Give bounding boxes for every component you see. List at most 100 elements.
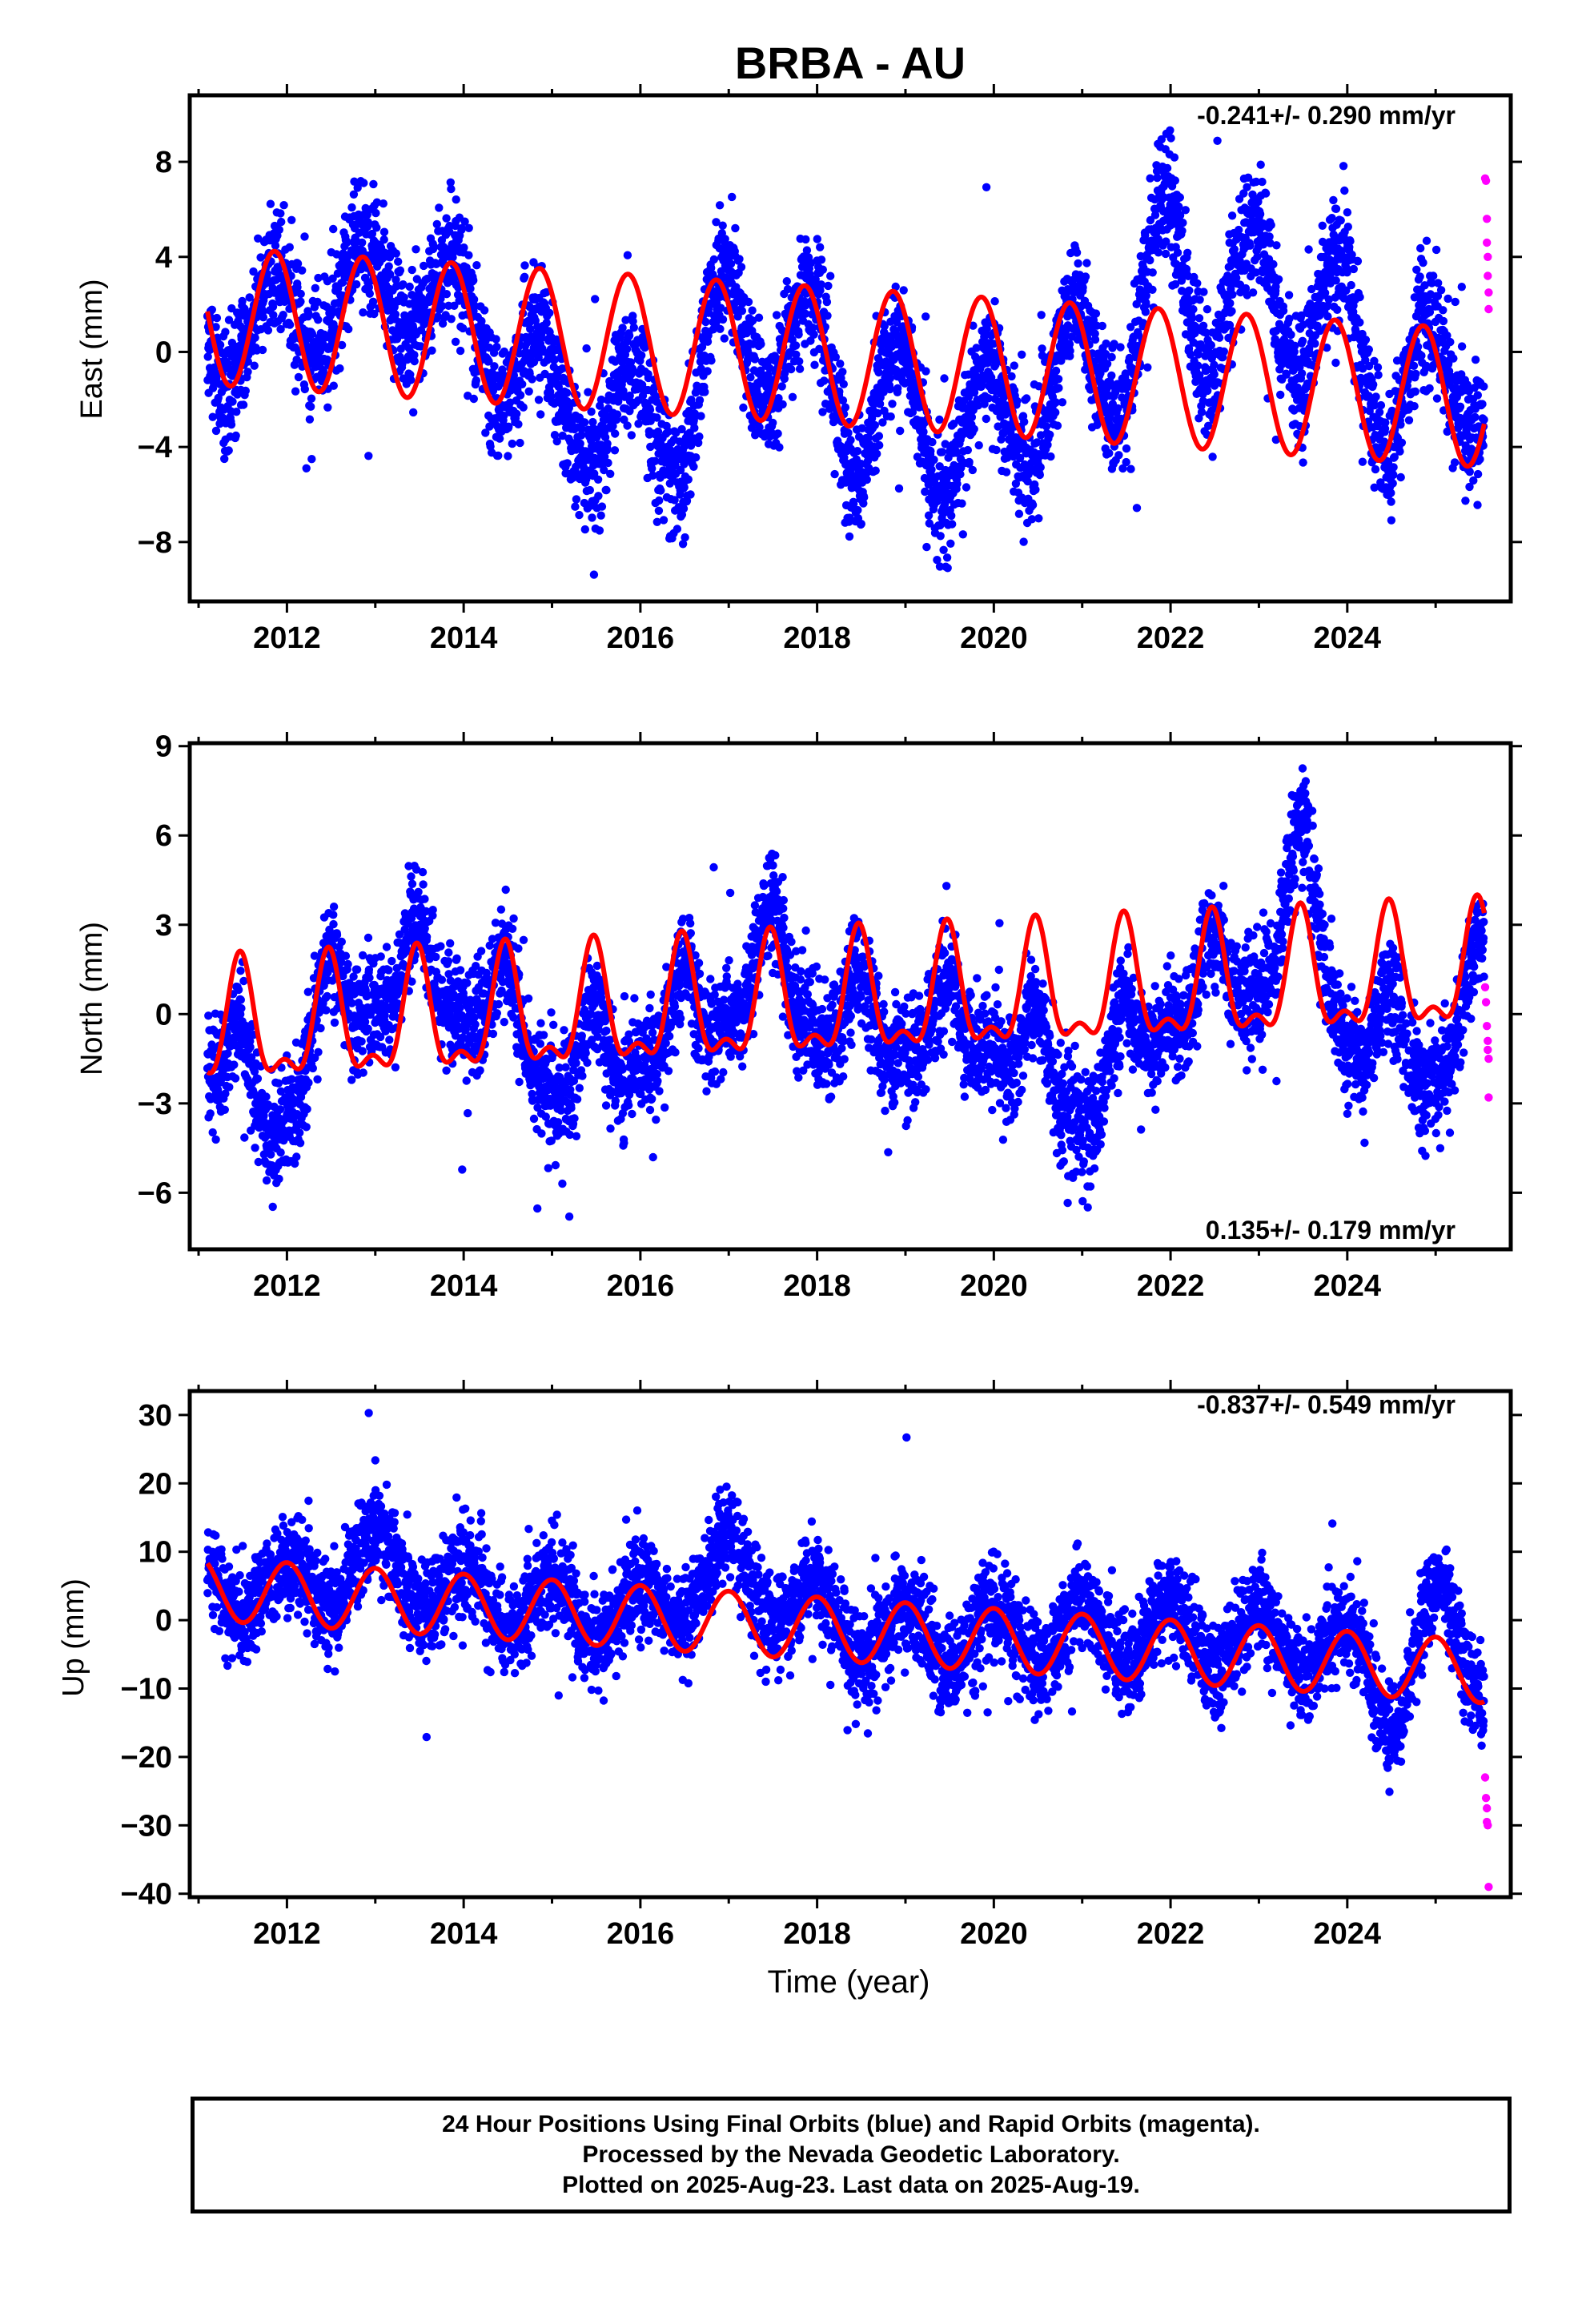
east-final-point	[1051, 408, 1060, 417]
east-final-point	[372, 198, 382, 207]
east-final-point	[1042, 422, 1051, 431]
east-final-point	[774, 394, 783, 403]
east-final-point	[365, 289, 374, 298]
east-final-point	[266, 199, 275, 208]
east-final-point	[314, 316, 323, 324]
east-final-point	[1107, 352, 1116, 362]
east-final-point	[596, 395, 606, 404]
east-final-point	[298, 266, 307, 275]
east-final-point	[271, 241, 280, 250]
east-final-point	[1189, 305, 1198, 314]
east-final-point	[836, 360, 845, 368]
east-final-point	[1081, 272, 1090, 281]
east-final-point	[748, 306, 757, 315]
north-final-point	[236, 995, 245, 1004]
east-final-point	[1461, 497, 1470, 505]
east-final-point	[604, 458, 612, 468]
east-final-point	[1473, 469, 1483, 479]
east-final-point	[628, 317, 637, 326]
east-final-point	[492, 335, 500, 344]
east-final-point	[1162, 163, 1172, 173]
east-y-axis-label: East (mm)	[75, 279, 109, 419]
east-final-point	[1311, 339, 1319, 348]
east-final-point	[718, 221, 727, 230]
east-final-point	[1425, 384, 1434, 393]
east-final-point	[589, 570, 599, 579]
east-final-point	[692, 453, 701, 462]
east-final-point	[1051, 398, 1061, 407]
east-final-point	[822, 297, 832, 307]
east-final-point	[921, 367, 930, 376]
east-final-point	[1422, 236, 1431, 245]
east-final-point	[933, 556, 942, 565]
east-final-point	[1046, 430, 1054, 439]
east-final-point	[1007, 372, 1016, 381]
panel-east: 2012 2014 2016 2018 2020 2022 2024−8−4048-0.24…	[75, 84, 1522, 655]
east-y-tick-label: 8	[155, 146, 172, 179]
east-final-point	[545, 308, 554, 317]
east-final-point	[874, 368, 883, 377]
east-final-point	[212, 374, 221, 383]
east-final-point	[875, 400, 885, 408]
east-final-point	[1255, 210, 1265, 219]
east-final-point	[1038, 344, 1046, 353]
east-final-point	[307, 330, 317, 339]
east-final-point	[432, 219, 441, 229]
east-final-point	[684, 475, 693, 484]
east-final-point	[1409, 361, 1419, 370]
east-final-point	[509, 371, 519, 380]
east-final-point	[1132, 504, 1142, 513]
east-final-point	[984, 394, 994, 403]
east-final-point	[494, 451, 503, 460]
east-final-point	[709, 255, 718, 264]
east-final-point	[1346, 237, 1355, 246]
east-final-point	[534, 396, 544, 404]
east-x-tick-label: 2020	[960, 621, 1028, 655]
east-final-point	[728, 192, 737, 202]
east-final-point	[749, 316, 757, 325]
east-final-point	[1246, 241, 1255, 250]
east-final-point	[846, 436, 855, 444]
east-final-point	[363, 210, 371, 219]
east-final-point	[680, 483, 689, 492]
east-final-point	[930, 455, 938, 464]
north-final-point	[220, 1105, 229, 1115]
east-final-point	[1018, 350, 1026, 359]
east-final-point	[1261, 189, 1271, 198]
east-final-point	[859, 499, 868, 508]
east-final-point	[558, 364, 567, 373]
east-final-point	[1298, 336, 1307, 345]
east-final-point	[447, 315, 456, 324]
east-final-point	[936, 532, 945, 541]
east-final-point	[1019, 537, 1028, 546]
north-final-point	[246, 1043, 255, 1051]
east-final-point	[232, 408, 241, 416]
east-final-point	[1419, 258, 1427, 267]
east-final-point	[610, 446, 620, 455]
east-final-point	[1143, 363, 1152, 372]
east-final-point	[1387, 489, 1395, 497]
east-final-point	[492, 343, 501, 352]
east-final-point	[986, 373, 996, 382]
east-x-tick-label: 2016	[607, 621, 675, 655]
east-final-point	[335, 364, 344, 373]
east-final-point	[769, 418, 777, 428]
east-final-point	[795, 357, 804, 366]
east-final-point	[1027, 458, 1036, 468]
east-final-point	[448, 253, 457, 262]
east-final-point	[1396, 472, 1405, 482]
east-final-point	[1299, 458, 1307, 467]
east-final-point	[1114, 451, 1123, 460]
east-final-point	[1197, 408, 1207, 416]
east-final-point	[585, 485, 594, 495]
east-final-point	[1210, 370, 1219, 379]
east-final-point	[287, 215, 296, 224]
east-final-point	[1473, 391, 1483, 400]
east-final-point	[420, 320, 428, 329]
east-final-point	[554, 382, 563, 392]
east-final-point	[953, 448, 962, 457]
east-final-point	[1203, 386, 1212, 396]
east-final-point	[880, 322, 889, 331]
east-final-point	[597, 502, 607, 511]
east-final-point	[1439, 316, 1448, 326]
